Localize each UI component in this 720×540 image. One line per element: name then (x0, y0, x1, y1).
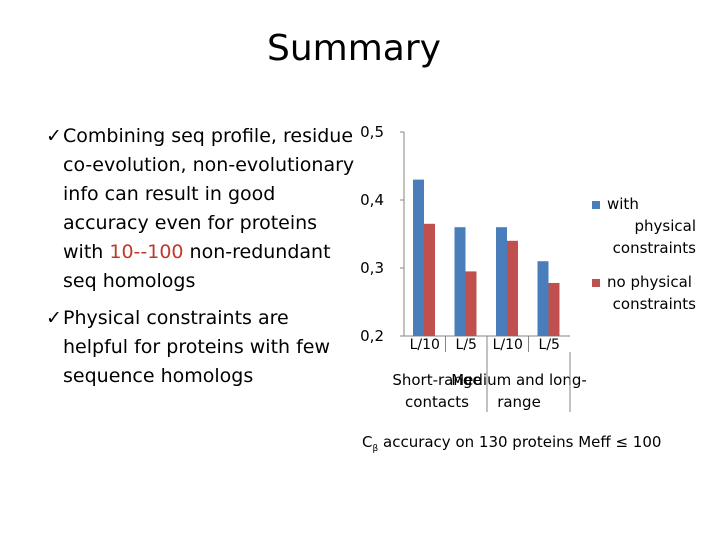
y-tick-label: 0,4 (360, 191, 384, 209)
y-tick-label: 0,3 (360, 259, 384, 277)
bar-1-3 (496, 227, 507, 336)
caption-prefix: C (362, 433, 373, 451)
x-group-label: Short-range (392, 371, 481, 389)
bullet-highlight: 10--100 (109, 241, 184, 263)
x-tick-label: L/10 (410, 337, 440, 353)
bullet-list: ✓ Combining seq profile, residue co-evol… (46, 122, 356, 391)
legend-label-1: with (607, 195, 639, 213)
x-tick-label: L/10 (493, 337, 523, 353)
x-tick-label: L/5 (539, 337, 560, 353)
slide-title: Summary (267, 28, 441, 69)
bar-2-3 (507, 240, 518, 336)
legend-label-2: constraints (613, 295, 697, 313)
legend-swatch-1 (592, 201, 600, 209)
bar-2-2 (465, 271, 477, 336)
bullet-item: ✓ Combining seq profile, residue co-evol… (46, 122, 356, 296)
caption-subscript: β (372, 444, 379, 454)
x-tick-label: L/5 (456, 337, 477, 353)
chart-caption: Cβ accuracy on 130 proteins Meff ≤ 100 (362, 432, 661, 459)
bar-1-2 (454, 227, 466, 336)
bar-2-4 (548, 282, 560, 336)
bar-1-4 (537, 261, 549, 336)
x-group-label: contacts (405, 393, 469, 411)
legend-label-1: physical (635, 217, 697, 235)
bullet-text: Physical constraints are helpful for pro… (63, 307, 331, 387)
bullet-text-end: non-redundant seq homologs (63, 241, 331, 292)
legend-label-2: no physical (607, 273, 692, 291)
legend-swatch-2 (592, 279, 600, 287)
y-tick-label: 0,2 (360, 327, 384, 345)
x-group-label: Medium and long- (451, 371, 587, 389)
bullet-item: ✓ Physical constraints are helpful for p… (46, 304, 356, 391)
y-tick-label: 0,5 (360, 123, 384, 141)
bullet-text: Combining seq profile, residue co-evolut… (63, 125, 355, 263)
legend-label-1: constraints (613, 239, 697, 257)
bar-1-1 (413, 179, 424, 336)
x-group-label: range (497, 393, 541, 411)
bar-2-1 (424, 223, 435, 336)
checkmark-icon: ✓ (46, 125, 62, 147)
checkmark-icon: ✓ (46, 307, 62, 329)
caption-text: accuracy on 130 proteins Meff ≤ 100 (378, 433, 662, 451)
